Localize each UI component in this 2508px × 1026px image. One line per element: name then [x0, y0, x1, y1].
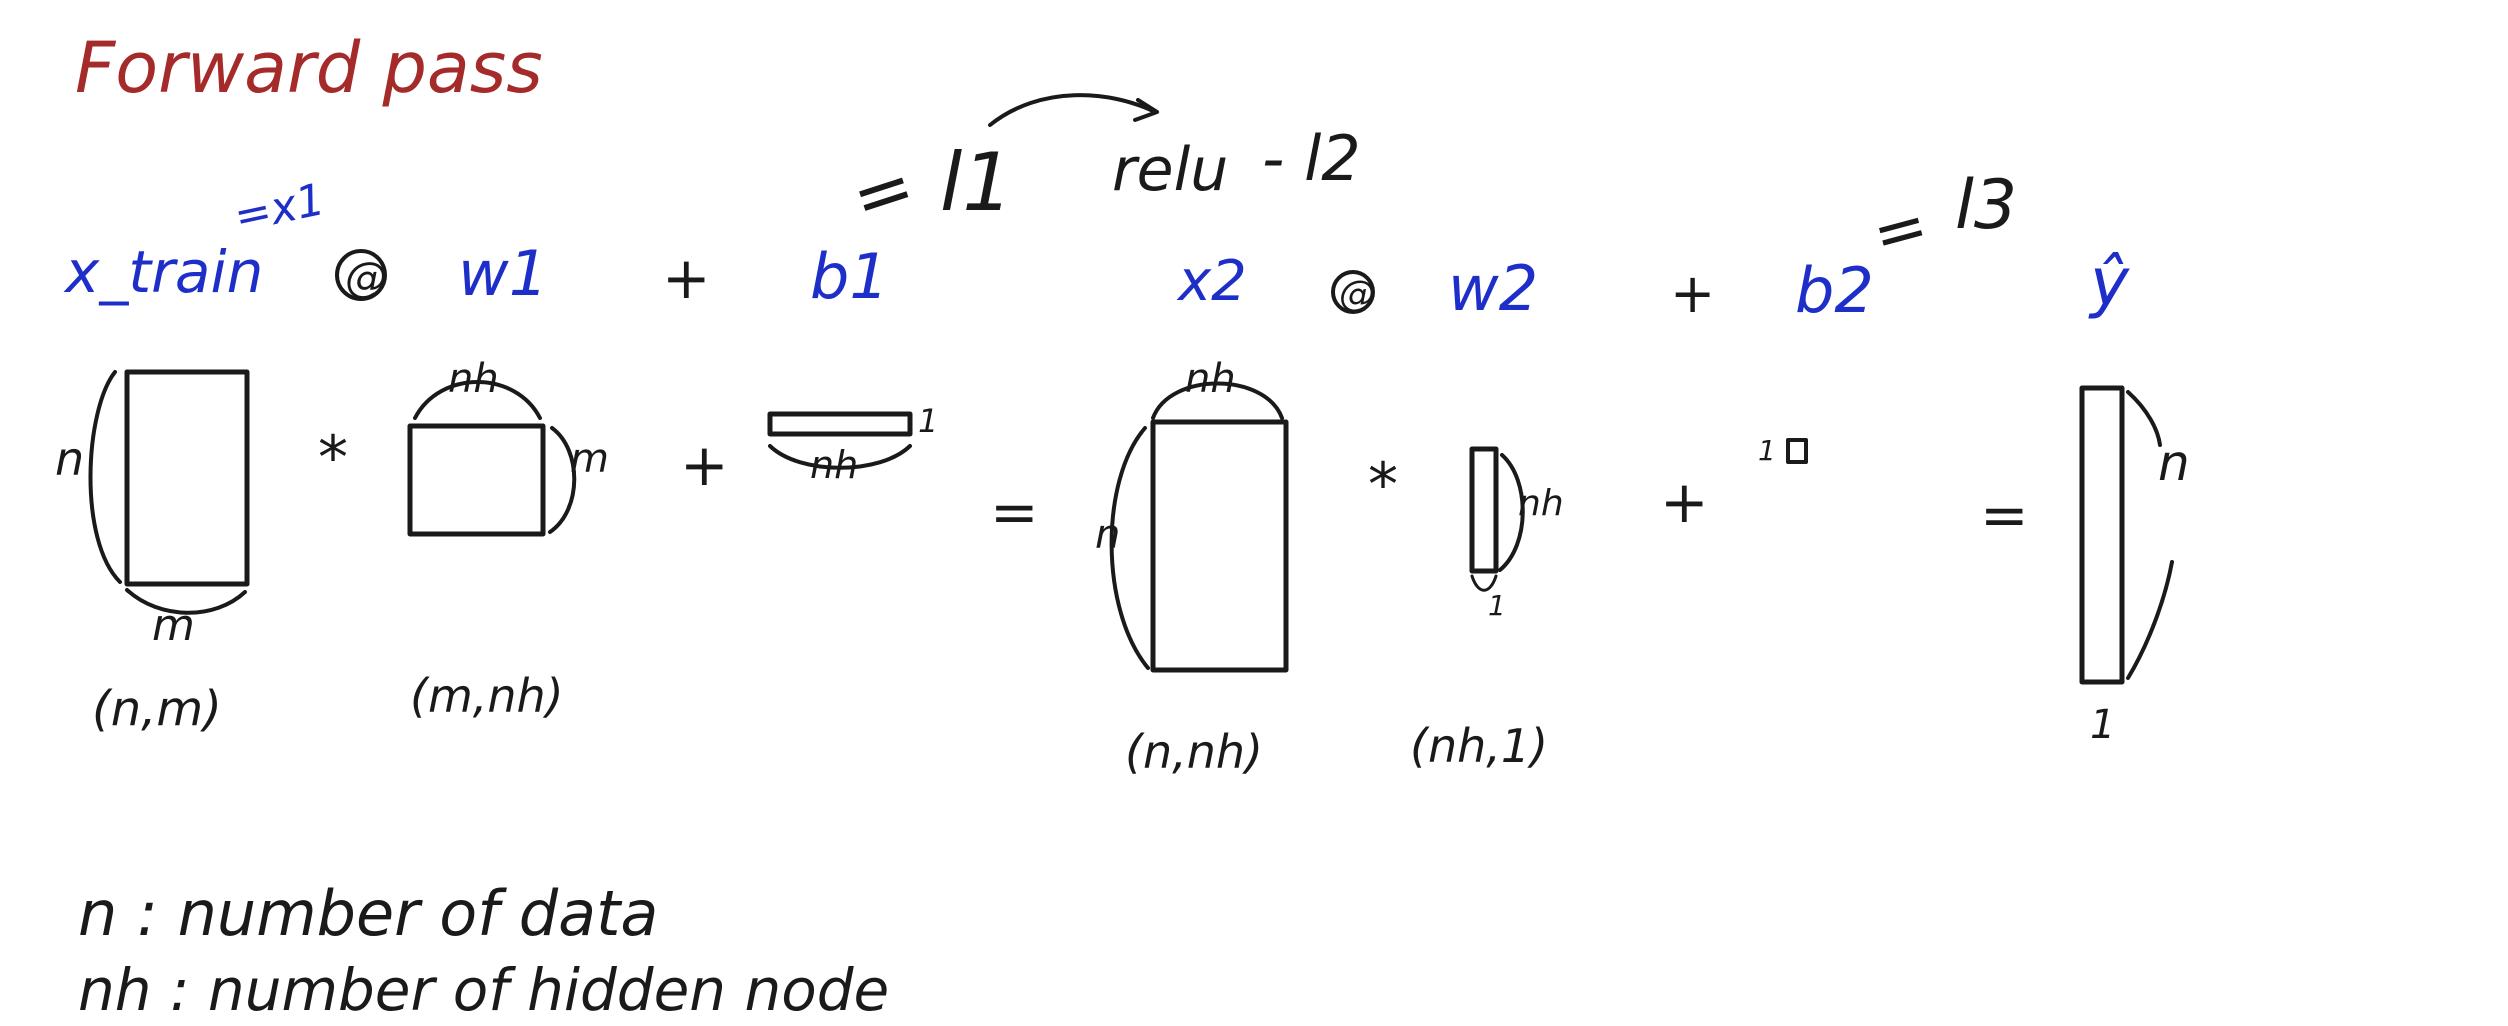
x-train-rows-brace — [88, 370, 122, 584]
w2-rows-brace — [1498, 453, 1525, 572]
equals-symbol-2: = — [1980, 481, 2029, 549]
x2-cols-brace — [1151, 381, 1284, 420]
w2-cols-brace — [1470, 574, 1498, 592]
y-hat-rows-brace-bottom — [2126, 560, 2174, 680]
legend: n : number of data nh : number of hidden… — [78, 877, 889, 1024]
page-title: Forward pass — [75, 27, 543, 109]
w1-rows-brace — [548, 426, 577, 534]
w2-vector-group: nh 1 (nh,1) — [1410, 446, 1564, 773]
multiply-symbol-1: * — [318, 423, 348, 493]
x-train-shape-label: (n,m) — [92, 681, 222, 737]
w1-cols-label: nh — [448, 356, 499, 402]
x2-matrix — [1150, 419, 1289, 673]
x2-label: x2 — [1176, 249, 1247, 314]
x-train-label: x_train — [63, 238, 263, 306]
w1-label: w1 — [458, 237, 548, 310]
b1-vector — [767, 411, 913, 437]
relu-label: relu — [1112, 135, 1228, 205]
b2-label: b2 — [1795, 254, 1874, 327]
x-train-cols-label: m — [152, 600, 195, 651]
layer2-equation: x2 @ w2 + b2 = l3 ŷ — [1176, 166, 2130, 327]
b1-label: b1 — [810, 240, 889, 313]
x2-shape-label: (n,nh) — [1125, 725, 1263, 779]
x2-rows-brace — [1109, 426, 1150, 670]
equals-symbol-1: = — [990, 478, 1039, 546]
plus-symbol-1: + — [662, 244, 711, 312]
multiply-symbol-2: * — [1368, 450, 1398, 520]
matmul-symbol-circle-2 — [1331, 270, 1375, 314]
l3-equals-sign: = — [1865, 188, 1936, 273]
x2-cols-label: nh — [1185, 356, 1236, 402]
legend-item: n : number of data — [78, 877, 658, 950]
l3-label: l3 — [1955, 166, 2017, 245]
x-train-matrix — [124, 369, 250, 587]
matmul-symbol-circle — [335, 249, 387, 301]
plus-symbol-4: + — [1660, 468, 1709, 536]
l1-equals-sign: = — [841, 143, 924, 242]
w1-shape-label: (m,nh) — [410, 669, 564, 723]
relu-arrow-head — [1133, 98, 1159, 122]
matmul-symbol-1: @ — [345, 253, 387, 302]
l2-label: - l2 — [1262, 122, 1361, 195]
w2-cols-label: 1 — [1488, 589, 1506, 622]
w2-shape-label: (nh,1) — [1410, 719, 1548, 773]
w1-matrix — [407, 423, 546, 537]
b1-vector-group: nh 1 — [767, 402, 938, 487]
b1-cols-brace — [768, 444, 912, 470]
x-train-cols-brace — [125, 588, 247, 615]
w2-rows-label: nh — [1518, 483, 1564, 524]
x-train-matrix-group: n m (n,m) — [55, 369, 250, 737]
b2-scalar-group: 1 — [1758, 434, 1808, 467]
y-hat-rows-brace-top — [2126, 390, 2162, 447]
y-hat-vector — [2079, 385, 2125, 685]
y-hat-cols-label: 1 — [2090, 702, 2115, 748]
l1-label: l1 — [940, 136, 1013, 229]
plus-symbol-2: + — [1670, 262, 1715, 325]
b2-scalar — [1786, 438, 1808, 464]
b1-rows-label: 1 — [918, 402, 938, 440]
b1-cols-label: nh — [810, 443, 858, 487]
x2-rows-label: n — [1095, 512, 1120, 558]
x2-matrix-group: nh n (n,nh) — [1095, 356, 1289, 779]
matmul-symbol-2: @ — [1339, 274, 1375, 315]
legend-item: nh : number of hidden node — [78, 956, 889, 1024]
layer1-equation: x_train =x1 @ w1 + b1 = l1 relu - l2 — [63, 93, 1361, 313]
w2-label: w2 — [1448, 252, 1538, 325]
w1-matrix-group: nh m (m,nh) — [407, 356, 609, 723]
b2-size-label: 1 — [1758, 434, 1776, 467]
w2-vector — [1469, 446, 1499, 574]
w1-cols-brace — [413, 380, 542, 420]
x-train-rows-label: n — [55, 432, 84, 486]
plus-symbol-3: + — [680, 431, 729, 499]
w1-rows-label: m — [570, 436, 609, 482]
x1-alias-label: =x1 — [230, 174, 330, 243]
relu-arrow — [988, 93, 1157, 127]
y-hat-rows-label: n — [2158, 434, 2190, 492]
y-hat-vector-group: n 1 — [2079, 385, 2190, 748]
y-hat-label: ŷ — [2088, 244, 2130, 321]
